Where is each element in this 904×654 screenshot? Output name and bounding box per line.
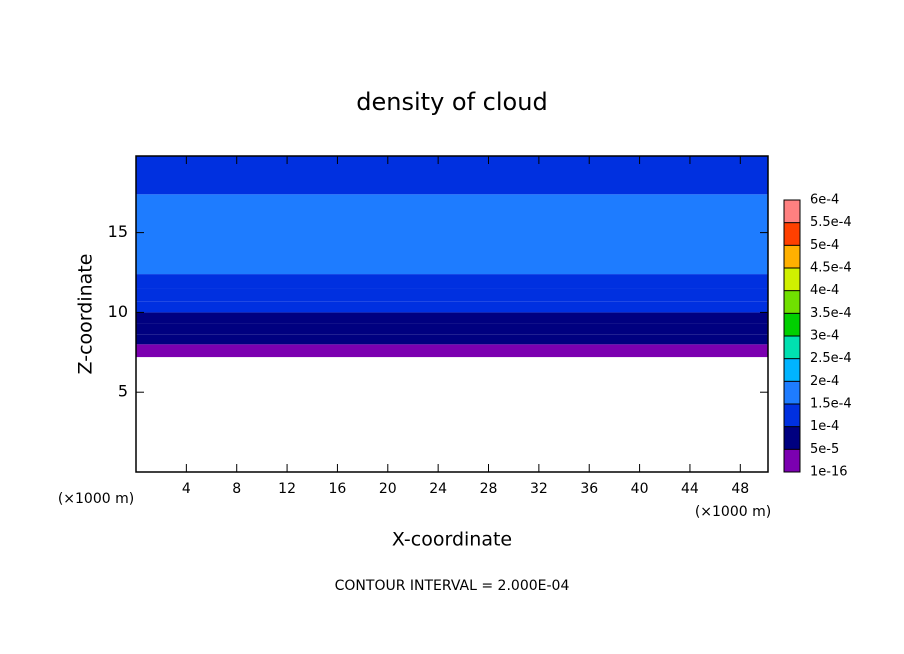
colorbar-segment [784, 200, 800, 223]
colorbar-segment [784, 222, 800, 246]
x-tick-label: 36 [580, 481, 598, 497]
x-tick-label: 32 [530, 481, 548, 497]
colorbar-segment [784, 426, 800, 450]
contour-band [136, 288, 768, 302]
y-tick-label: 15 [108, 222, 128, 241]
x-tick-label: 4 [182, 481, 191, 497]
y-unit: (×1000 m) [58, 491, 134, 507]
colorbar-label: 2e-4 [810, 374, 839, 389]
contour-band [136, 344, 768, 358]
colorbar-label: 3.5e-4 [810, 306, 852, 321]
colorbar-label: 1e-16 [810, 465, 848, 480]
colorbar-label: 4.5e-4 [810, 261, 852, 276]
colorbar-segment [784, 404, 800, 427]
y-tick-label: 5 [118, 382, 128, 401]
colorbar-segment [784, 381, 800, 404]
colorbar-segment [784, 449, 800, 472]
x-tick-label: 44 [681, 481, 699, 497]
x-tick-label: 48 [731, 481, 749, 497]
colorbar-segment [784, 268, 800, 291]
y-axis-label: Z-coordinate [75, 254, 97, 375]
x-tick-label: 20 [379, 481, 397, 497]
x-tick-label: 12 [278, 481, 296, 497]
contour-band [136, 156, 768, 195]
chart-title: density of cloud [356, 88, 547, 116]
x-tick-label: 24 [429, 481, 447, 497]
footnote: CONTOUR INTERVAL = 2.000E-04 [335, 578, 570, 594]
colorbar-label: 1.5e-4 [810, 397, 852, 412]
x-tick-label: 40 [631, 481, 649, 497]
x-unit: (×1000 m) [695, 504, 771, 520]
x-tick-label: 8 [232, 481, 241, 497]
colorbar-segment [784, 245, 800, 268]
colorbar-label: 3e-4 [810, 329, 839, 344]
contour-band [136, 274, 768, 289]
contour-band [136, 323, 768, 335]
x-axis-label: X-coordinate [392, 529, 512, 551]
colorbar-label: 2.5e-4 [810, 351, 852, 366]
colorbar-label: 1e-4 [810, 419, 839, 434]
colorbar-segment [784, 290, 800, 314]
contour-band [136, 312, 768, 324]
contour-band [136, 194, 768, 275]
colorbar-label: 5.5e-4 [810, 215, 852, 230]
colorbar-label: 5e-5 [810, 442, 839, 457]
colorbar-segment [784, 358, 800, 382]
x-tick-label: 28 [480, 481, 498, 497]
plot-frame [135, 155, 769, 473]
colorbar-label: 6e-4 [810, 193, 839, 208]
y-tick-label: 10 [108, 302, 128, 321]
x-tick-label: 16 [329, 481, 347, 497]
colorbar-label: 5e-4 [810, 238, 839, 253]
contour-band [136, 334, 768, 345]
colorbar-segment [784, 336, 800, 359]
colorbar-label: 4e-4 [810, 283, 839, 298]
colorbar-segment [784, 313, 800, 336]
contour-band [136, 301, 768, 313]
